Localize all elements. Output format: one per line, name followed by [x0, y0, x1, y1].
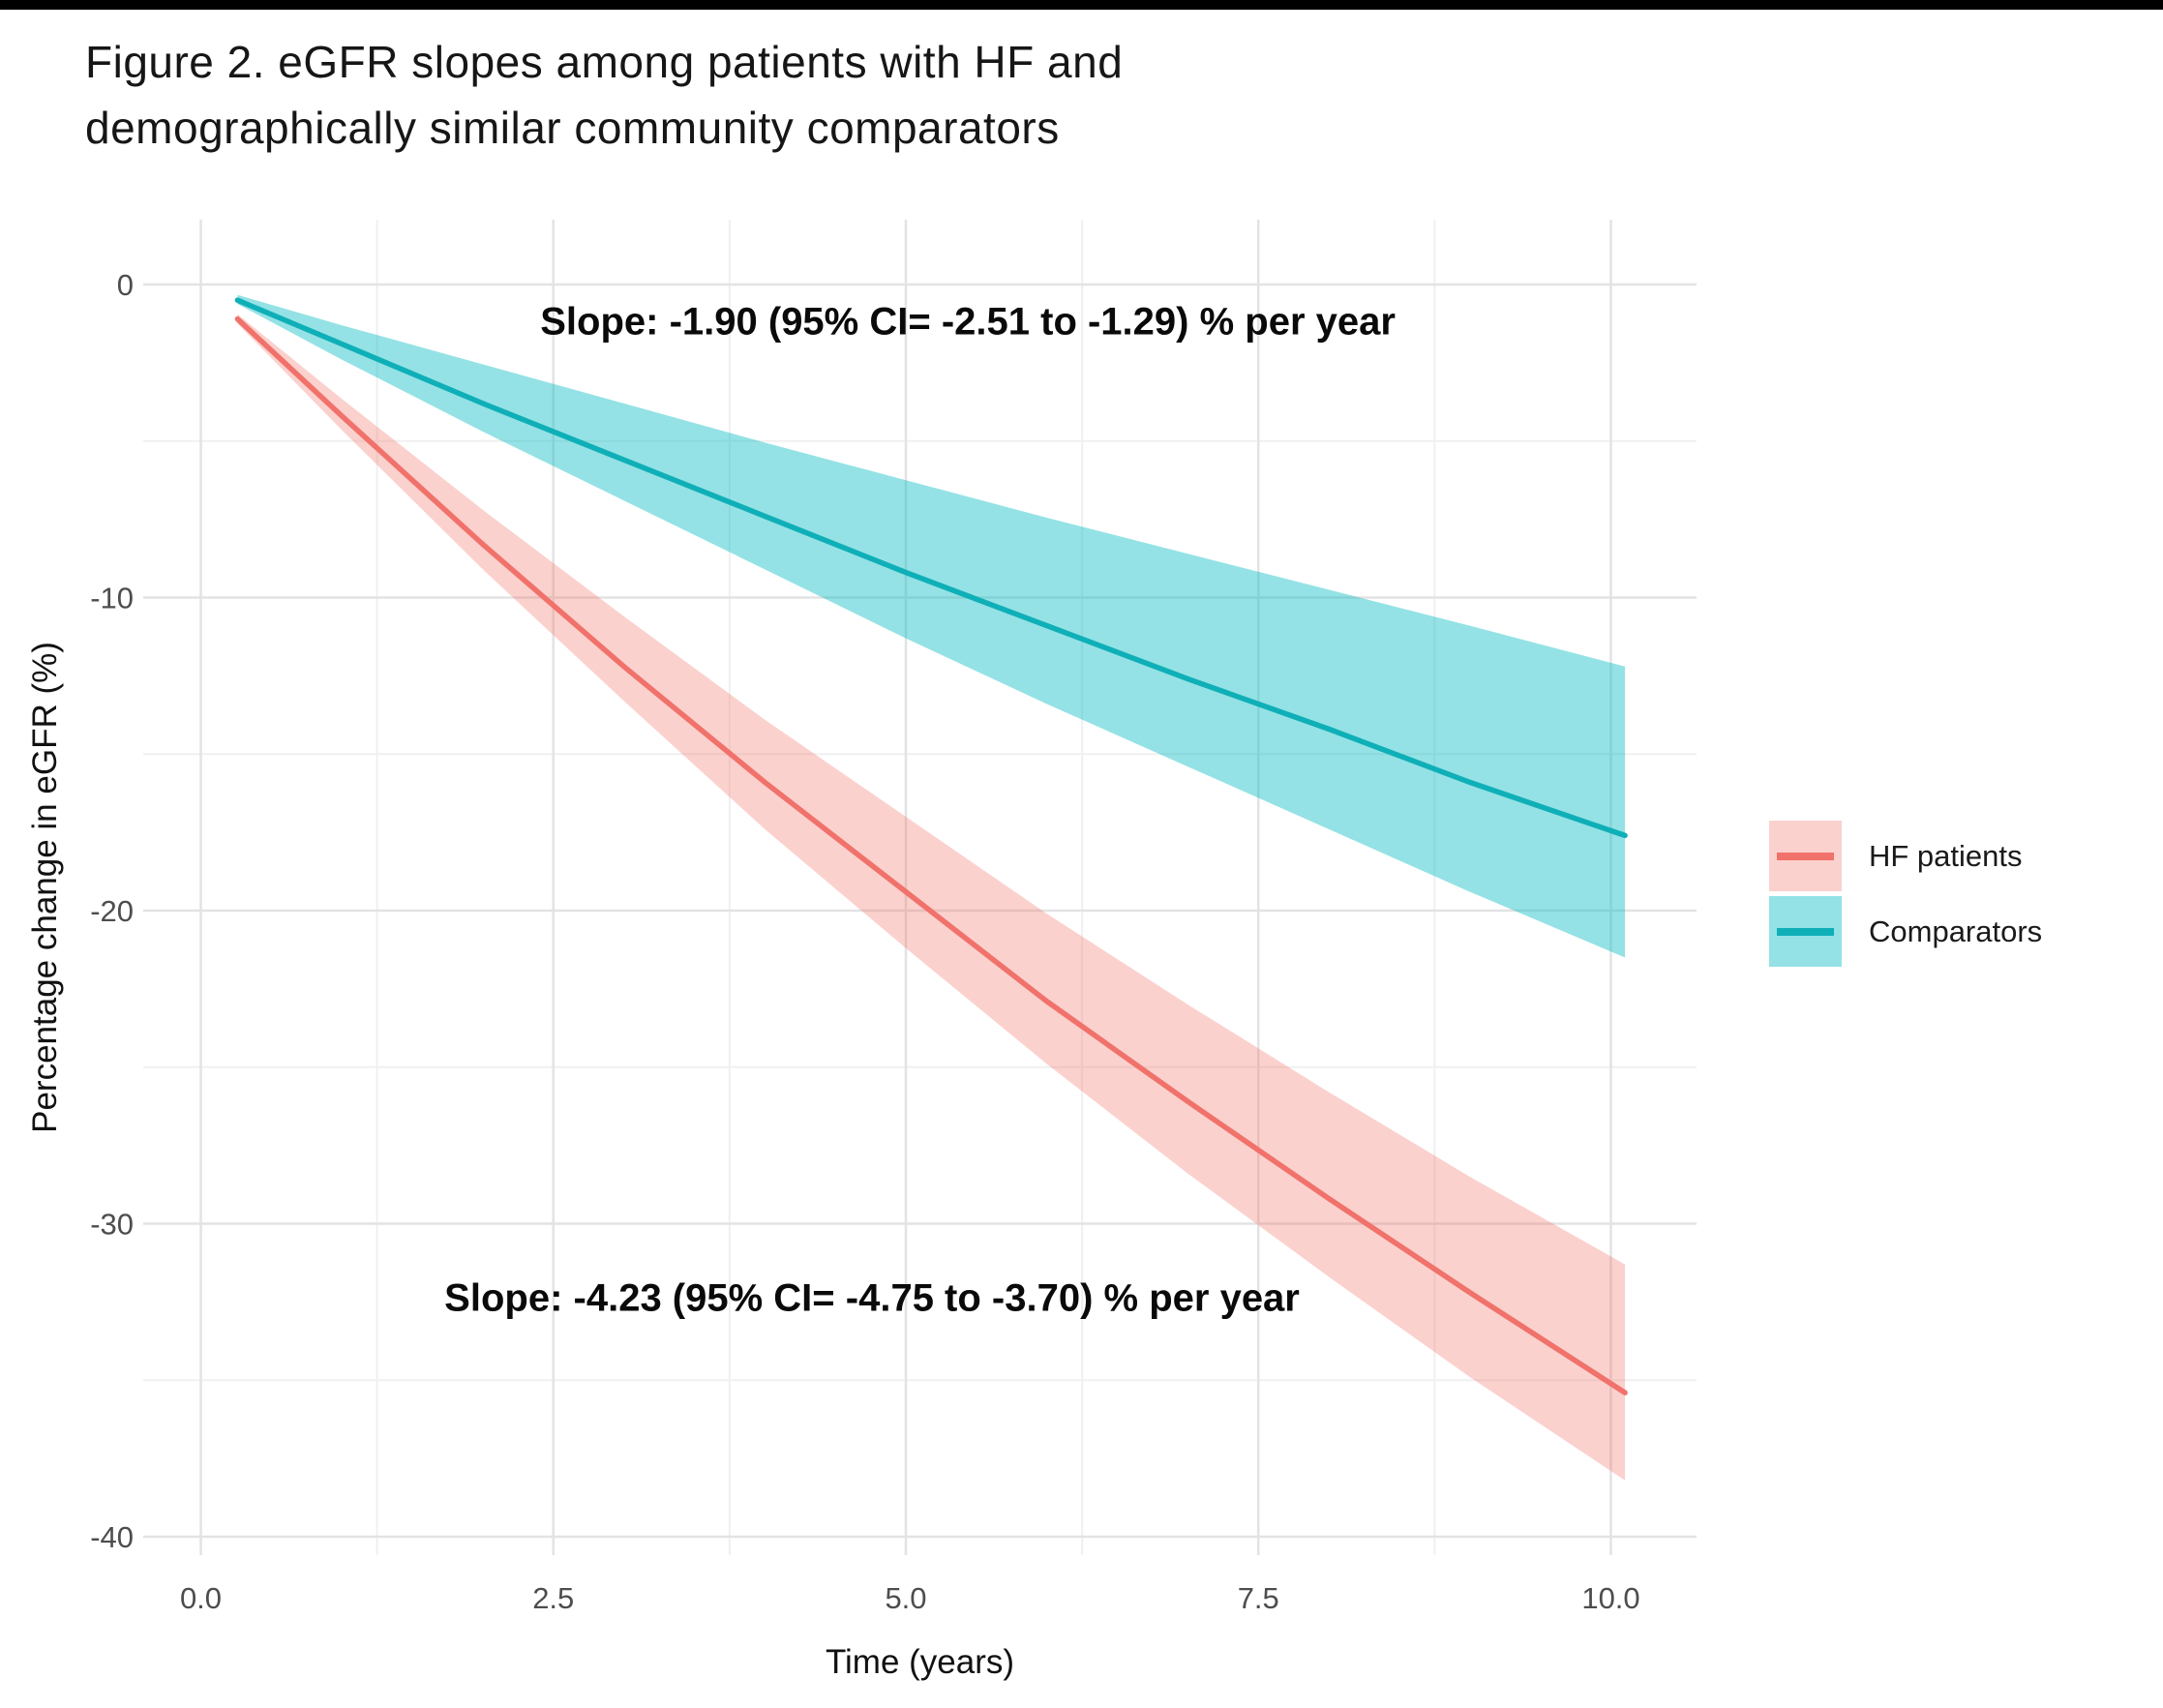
comparators-slope-annotation: Slope: -1.90 (95% CI= -2.51 to -1.29) % … [540, 300, 1396, 344]
x-tick-label: 5.0 [885, 1581, 926, 1615]
legend-label-comparators: Comparators [1869, 914, 2043, 948]
legend-item-hf-patients: HF patients [1769, 821, 2042, 891]
comparators-line [234, 297, 1628, 839]
y-axis-title: Percentage change in eGFR (%) [26, 642, 64, 1133]
y-tick-label: 0 [117, 268, 134, 302]
figure-title: Figure 2. eGFR slopes among patients wit… [85, 29, 1730, 161]
y-tick-label: -20 [90, 894, 134, 928]
figure-title-line1: Figure 2. eGFR slopes among patients wit… [85, 37, 1124, 87]
hf-patients-line [234, 315, 1628, 1395]
top-border-bar [0, 0, 2163, 10]
legend-label-hf-patients: HF patients [1869, 838, 2023, 873]
x-tick-label: 10.0 [1581, 1581, 1639, 1615]
y-tick-label: -40 [90, 1520, 134, 1554]
comparators-legend-line [1777, 928, 1834, 936]
x-axis-title: Time (years) [825, 1643, 1015, 1681]
comparators-ci-ribbon [237, 294, 1626, 958]
hf-patients-ci-ribbon [237, 314, 1626, 1481]
x-tick-label: 2.5 [532, 1581, 574, 1615]
x-tick-label: 0.0 [180, 1581, 222, 1615]
x-tick-label: 7.5 [1238, 1581, 1279, 1615]
y-tick-label: -10 [90, 582, 134, 615]
legend-item-comparators: Comparators [1769, 896, 2042, 967]
hf-patients-legend-line [1777, 853, 1834, 860]
y-tick-label: -30 [90, 1208, 134, 1242]
figure-title-line2: demographically similar community compar… [85, 103, 1060, 153]
hf-patients-legend-key [1769, 821, 1842, 891]
legend: HF patients Comparators [1769, 821, 2042, 972]
hf-slope-annotation: Slope: -4.23 (95% CI= -4.75 to -3.70) % … [444, 1276, 1300, 1320]
comparators-legend-key [1769, 896, 1842, 967]
